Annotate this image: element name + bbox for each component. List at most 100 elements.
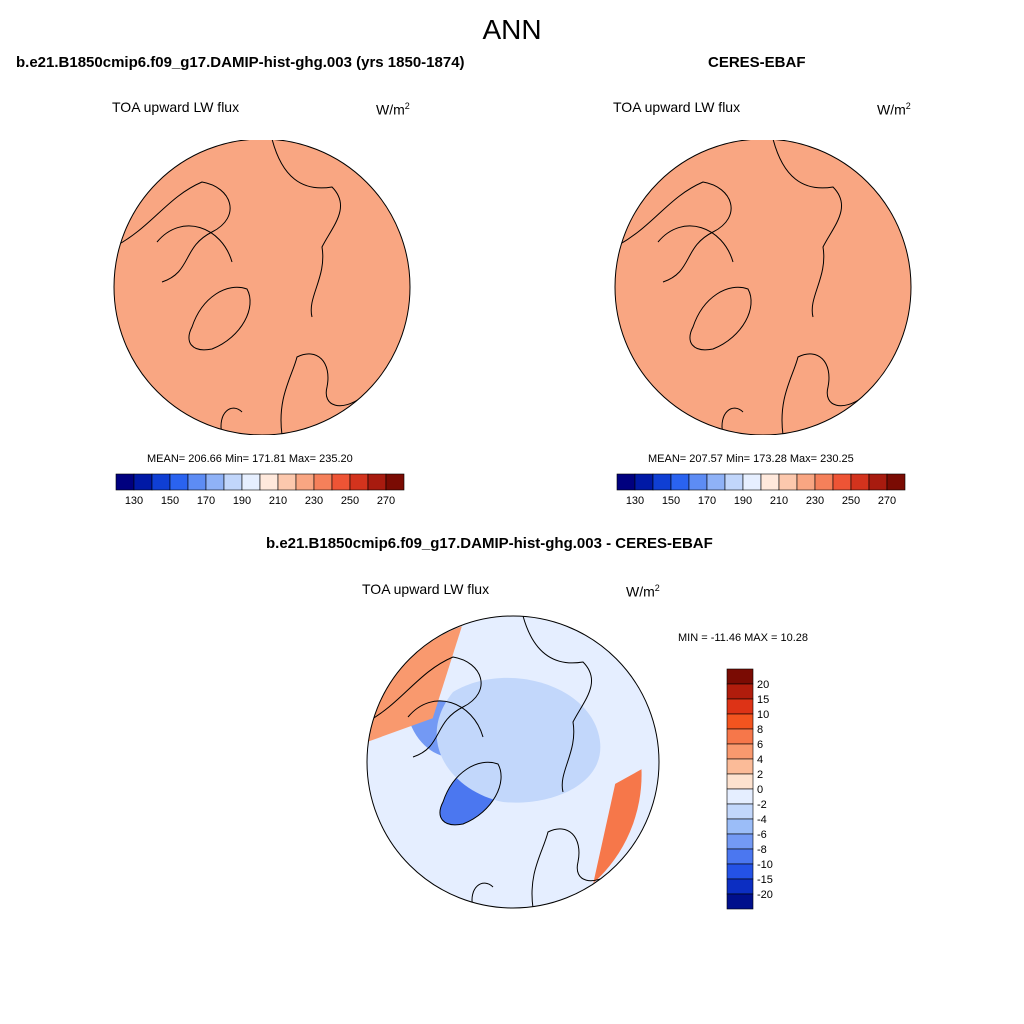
obs-colorbar-swatch [868, 473, 888, 491]
model-coastline-segment [280, 353, 363, 435]
obs-coastline-segment [615, 181, 732, 283]
obs-colorbar-swatch [778, 473, 798, 491]
obs-colorbar-swatch [652, 473, 672, 491]
model-colorbar-swatch [331, 473, 351, 491]
diff-coastline-segment [522, 616, 593, 793]
obs-coastline-segment [689, 286, 752, 351]
model-colorbar: 130 150 170 190 210 230 250 270 [115, 473, 405, 507]
diff-colorbar-swatch [726, 878, 754, 895]
diff-colorbar-swatch [726, 818, 754, 835]
diff-polar-map [366, 615, 660, 909]
obs-colorbar-tick-label: 150 [662, 495, 680, 507]
obs-colorbar-tick-label: 190 [734, 495, 752, 507]
model-colorbar-swatch [385, 473, 405, 491]
diff-colorbar-swatch [726, 728, 754, 745]
model-colorbar-swatch [115, 473, 135, 491]
obs-stats: MEAN= 207.57 Min= 173.28 Max= 230.25 [648, 453, 854, 465]
model-colorbar-tick-label: 190 [233, 495, 251, 507]
obs-map-border [614, 140, 912, 435]
obs-colorbar-swatch [832, 473, 852, 491]
model-region-midlatitudes [114, 140, 410, 435]
diff-colorbar-tick-label: -15 [757, 874, 773, 886]
diff-colorbar-tick-label: -20 [757, 889, 773, 901]
model-colorbar-swatch [241, 473, 261, 491]
obs-colorbar-swatch [634, 473, 654, 491]
diff-colorbar-swatch [726, 683, 754, 700]
diff-stats: MIN = -11.46 MAX = 10.28 [678, 632, 809, 644]
diff-coastline-segment [407, 700, 484, 738]
model-map-border [113, 140, 411, 435]
model-colorbar-swatch [223, 473, 243, 491]
model-colorbar-swatch [259, 473, 279, 491]
diff-colorbar-swatch [726, 848, 754, 865]
model-colorbar-swatch [349, 473, 369, 491]
diff-variable-label: TOA upward LW flux [362, 581, 490, 597]
model-variable-label: TOA upward LW flux [112, 99, 240, 115]
diff-colorbar-swatch [726, 833, 754, 850]
diff-colorbar-tick-label: -4 [757, 814, 767, 826]
model-colorbar-tick-label: 270 [377, 495, 395, 507]
diff-units: W/m2 [626, 583, 660, 600]
obs-region-midlatitudes [615, 140, 911, 435]
diff-colorbar-swatch [726, 698, 754, 715]
obs-colorbar-tick-label: 170 [698, 495, 716, 507]
model-colorbar-swatch [169, 473, 189, 491]
diff-colorbar-swatch [726, 713, 754, 730]
obs-colorbar-swatch [796, 473, 816, 491]
model-colorbar-swatch [295, 473, 315, 491]
diff-colorbar-swatch [726, 668, 754, 685]
model-coastline-segment [271, 140, 342, 318]
diff-units-base: W/m [626, 583, 655, 600]
obs-units: W/m2 [877, 101, 911, 118]
model-stats: MEAN= 206.66 Min= 171.81 Max= 235.20 [147, 453, 353, 465]
diff-colorbar-tick-label: -2 [757, 799, 767, 811]
obs-coastline-segment [781, 353, 864, 435]
model-colorbar-tick-label: 250 [341, 495, 359, 507]
obs-colorbar-swatch [706, 473, 726, 491]
obs-units-exp: 2 [905, 101, 911, 111]
diff-colorbar-tick-label: -10 [757, 859, 773, 871]
diff-coastline-segment [439, 761, 502, 826]
model-colorbar-tick-label: 130 [125, 495, 143, 507]
model-colorbar-swatch [151, 473, 171, 491]
model-colorbar-tick-label: 230 [305, 495, 323, 507]
diff-coastline-segment [367, 656, 482, 758]
diff-colorbar-tick-label: 8 [757, 724, 763, 736]
obs-colorbar-swatch [760, 473, 780, 491]
diff-case-title: b.e21.B1850cmip6.f09_g17.DAMIP-hist-ghg.… [266, 535, 713, 552]
obs-colorbar-tick-label: 250 [842, 495, 860, 507]
diff-coastline-segment [531, 828, 614, 908]
model-colorbar-swatch [367, 473, 387, 491]
diff-region-arctic-ocean [436, 677, 601, 803]
obs-colorbar-tick-label: 230 [806, 495, 824, 507]
diff-map-border [366, 615, 660, 909]
obs-colorbar-swatch [886, 473, 906, 491]
diff-colorbar-tick-label: 4 [757, 754, 763, 766]
diff-colorbar-swatch [726, 743, 754, 760]
diff-colorbar-tick-label: 10 [757, 709, 769, 721]
obs-units-base: W/m [877, 101, 906, 118]
model-polar-map [113, 140, 411, 435]
diff-region-north-pacific [593, 769, 642, 884]
obs-colorbar-swatch [670, 473, 690, 491]
diff-colorbar-swatch [726, 863, 754, 880]
diff-colorbar-tick-label: 20 [757, 679, 769, 691]
obs-colorbar-swatch [616, 473, 636, 491]
obs-coastline-segment [657, 225, 734, 263]
obs-polar-map [614, 140, 912, 435]
obs-colorbar-tick-label: 210 [770, 495, 788, 507]
diff-colorbar-swatch [726, 803, 754, 820]
model-colorbar-swatch [133, 473, 153, 491]
obs-colorbar-tick-label: 270 [878, 495, 896, 507]
obs-colorbar-swatch [850, 473, 870, 491]
diff-colorbar-tick-label: -8 [757, 844, 767, 856]
season-title: ANN [482, 14, 542, 45]
diff-coastlines [367, 616, 614, 908]
obs-variable-label: TOA upward LW flux [613, 99, 741, 115]
model-units-exp: 2 [404, 101, 410, 111]
model-units-base: W/m [376, 101, 405, 118]
obs-colorbar-swatch [688, 473, 708, 491]
diff-colorbar-tick-label: 0 [757, 784, 763, 796]
diff-colorbar-tick-label: 15 [757, 694, 769, 706]
